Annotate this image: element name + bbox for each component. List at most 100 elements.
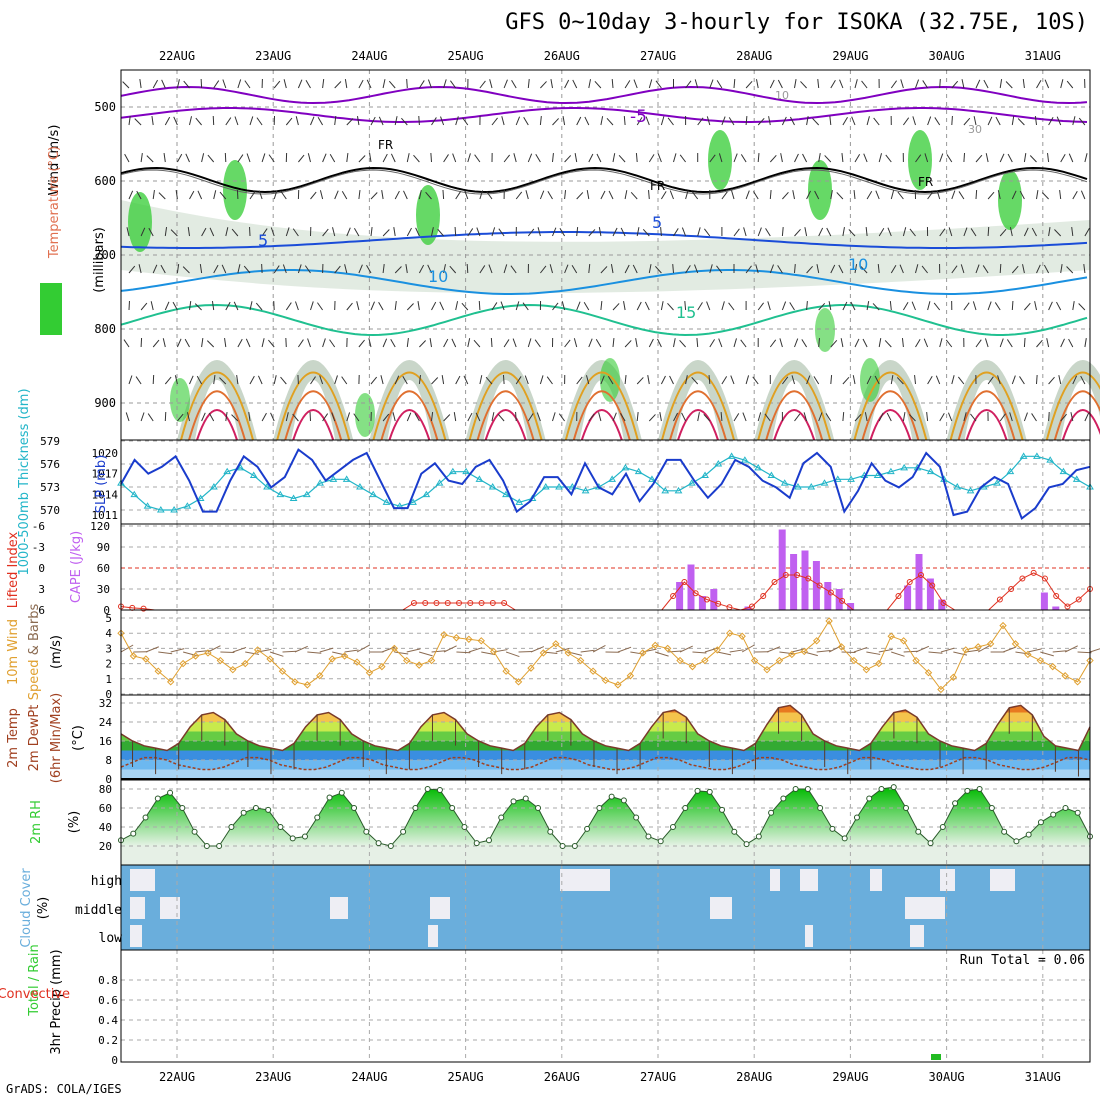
wind-speed-marker <box>701 656 709 665</box>
wind-speed-marker <box>365 669 374 677</box>
wind-barb <box>382 153 388 163</box>
temp-band <box>121 760 1090 770</box>
wind-barb <box>940 647 955 653</box>
wind-speed-marker <box>949 673 958 681</box>
wind-barb <box>475 412 481 422</box>
wind-barb <box>1048 227 1051 237</box>
wind-barb <box>341 376 348 385</box>
wind-barb <box>353 227 360 237</box>
wind-barb <box>456 651 471 654</box>
thickness-marker <box>780 479 789 486</box>
temp-contour-warm <box>388 409 431 441</box>
wind-barb <box>983 79 989 89</box>
wind-barb <box>632 264 638 274</box>
wind-barb <box>1029 155 1037 163</box>
wind-barb <box>381 190 384 200</box>
wind-barb <box>752 376 759 385</box>
wind-barb <box>975 264 980 274</box>
wind-barb <box>353 413 360 422</box>
wind-barb <box>232 646 247 653</box>
lifted-index-marker <box>816 582 823 589</box>
lifted-index-marker <box>692 590 699 597</box>
wind-barb <box>332 227 336 237</box>
wind-barb <box>394 116 398 126</box>
wind-barb <box>960 264 965 274</box>
rh-marker <box>939 824 946 830</box>
wind-barb <box>479 80 486 89</box>
thickness-marker <box>488 483 497 490</box>
cape-bar <box>687 564 695 610</box>
temp-contour-warm <box>677 409 719 441</box>
temp-contour-10 <box>120 269 1088 295</box>
lifted-index-marker <box>748 603 755 610</box>
wind-barb <box>818 302 826 311</box>
wind-barb <box>902 117 910 126</box>
wind-barb <box>292 228 299 237</box>
bottom-date-label: 27AUG <box>640 1070 676 1084</box>
rh-shade-mid <box>121 200 1090 294</box>
wind-barb <box>273 265 280 274</box>
wind-barb <box>939 228 946 237</box>
wind-barb <box>1089 648 1100 653</box>
wind-barb <box>135 376 142 385</box>
rh-marker <box>424 786 431 792</box>
wind-barb <box>987 301 992 311</box>
wind-barb <box>863 153 868 163</box>
wind-barb <box>503 264 508 274</box>
wind-barb <box>539 375 544 385</box>
rh-marker <box>755 833 762 840</box>
wind-barb <box>555 647 570 653</box>
wind-barb <box>564 339 571 348</box>
wind-barb <box>249 191 256 200</box>
wind-barb <box>1041 192 1049 200</box>
top-date-label: 24AUG <box>351 49 387 63</box>
lifted-index-marker <box>1030 569 1037 576</box>
wind-barb <box>561 301 566 311</box>
wind-barb <box>201 227 207 237</box>
rh-moist-core <box>128 192 152 252</box>
wind-barb <box>236 375 239 385</box>
temp-band <box>121 769 1090 779</box>
wind-barb <box>854 154 861 163</box>
wind-barb <box>939 413 945 422</box>
wind-barb <box>806 375 811 385</box>
cloud-cover-bar <box>910 925 924 947</box>
wind-barb <box>667 302 674 311</box>
wind-barb <box>134 118 142 126</box>
wind-barb <box>310 301 314 311</box>
rh-moist-core <box>808 160 832 220</box>
wind-barb <box>1048 116 1054 126</box>
wind-barb <box>764 413 771 422</box>
wind-barb <box>248 412 251 422</box>
wind-barb <box>564 155 572 163</box>
wind-barb <box>382 413 390 422</box>
wind-barb <box>1078 303 1086 311</box>
thickness-marker <box>462 467 471 475</box>
wind-barb <box>358 190 361 200</box>
wind-barb <box>455 375 461 385</box>
wind-barb <box>481 651 496 656</box>
wind-barb <box>194 303 202 311</box>
wind-speed-marker <box>378 662 386 671</box>
wind-barb <box>923 338 929 348</box>
precip-tick-label: 0.2 <box>98 1034 118 1047</box>
wind-barb <box>1080 375 1086 385</box>
wind-barb <box>249 301 253 311</box>
wind-barb <box>679 339 686 348</box>
contour-label: -5 <box>630 107 647 127</box>
temp-contour-warm <box>484 409 527 441</box>
wind-speed-marker <box>266 655 274 663</box>
rh-marker <box>669 824 676 830</box>
wind-barb <box>197 190 203 200</box>
wind-barb <box>370 301 375 311</box>
cloud-cover-bar <box>805 925 813 947</box>
wind-barb <box>669 375 674 385</box>
wind-barb <box>600 266 608 274</box>
rh-marker <box>620 797 627 804</box>
wind-barb <box>924 153 929 163</box>
wind-speed-marker <box>440 631 448 639</box>
wind-barb <box>612 303 620 311</box>
wind-barb <box>745 190 750 200</box>
wind-barb <box>1009 227 1013 237</box>
